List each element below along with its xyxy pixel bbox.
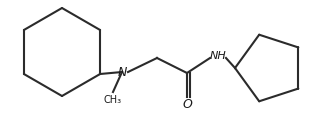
Text: CH₃: CH₃ bbox=[104, 95, 122, 105]
Text: O: O bbox=[182, 99, 192, 112]
Text: NH: NH bbox=[210, 51, 226, 61]
Text: N: N bbox=[117, 65, 127, 78]
